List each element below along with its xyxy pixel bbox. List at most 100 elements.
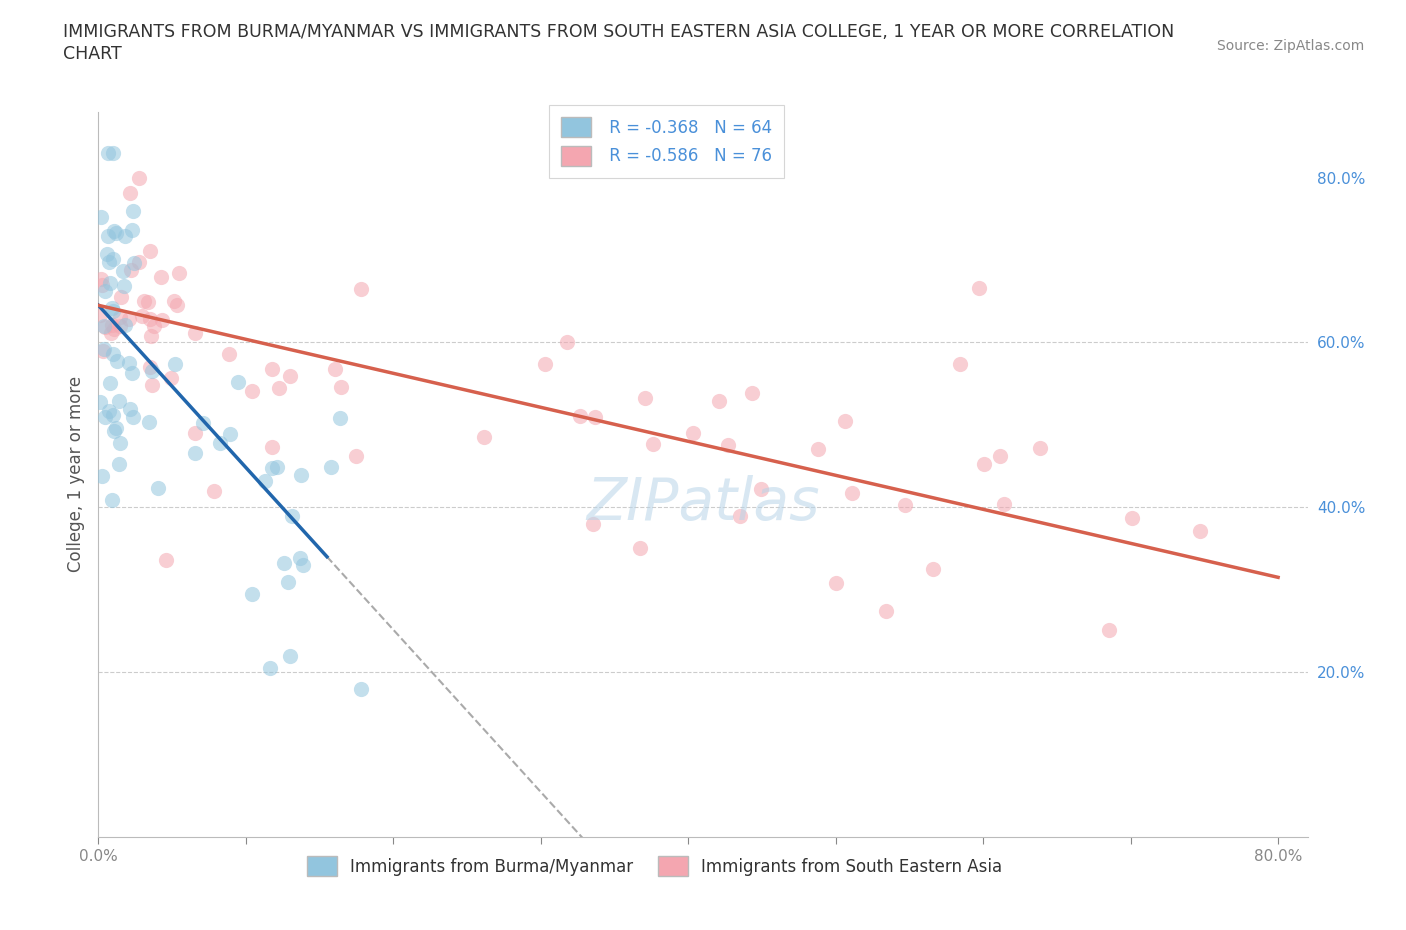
Point: [105, 354, 128, 369]
Point: [350, 681, 373, 696]
Point: [291, 558, 314, 573]
Point: [260, 361, 283, 376]
Point: [159, 371, 181, 386]
Point: [94, 409, 117, 424]
Point: [163, 356, 186, 371]
Point: [329, 410, 352, 425]
Point: [330, 379, 353, 394]
Point: [91, 343, 114, 358]
Point: [728, 509, 751, 524]
Point: [118, 312, 141, 326]
Point: [132, 294, 155, 309]
Point: [834, 414, 856, 429]
Point: [325, 361, 347, 376]
Point: [155, 553, 177, 568]
Point: [118, 185, 141, 200]
Point: [555, 334, 578, 349]
Point: [97, 228, 120, 243]
Point: [141, 378, 163, 392]
Point: [163, 294, 186, 309]
Point: [103, 322, 125, 337]
Point: [121, 204, 143, 219]
Point: [1098, 622, 1121, 637]
Point: [260, 460, 283, 475]
Point: [90, 278, 112, 293]
Point: [100, 326, 122, 341]
Point: [110, 290, 132, 305]
Point: [104, 420, 127, 435]
Point: [643, 437, 665, 452]
Point: [346, 449, 368, 464]
Point: [101, 346, 124, 361]
Point: [149, 269, 172, 284]
Point: [107, 393, 129, 408]
Point: [90, 272, 112, 286]
Point: [121, 223, 143, 238]
Point: [108, 309, 131, 324]
Point: [1189, 524, 1212, 538]
Point: [128, 255, 150, 270]
Point: [107, 457, 129, 472]
Text: Source: ZipAtlas.com: Source: ZipAtlas.com: [1216, 39, 1364, 53]
Point: [749, 482, 772, 497]
Point: [209, 435, 232, 450]
Point: [96, 246, 118, 261]
Point: [118, 355, 141, 370]
Point: [350, 282, 373, 297]
Point: [138, 359, 160, 374]
Point: [534, 356, 557, 371]
Point: [114, 229, 136, 244]
Point: [108, 318, 131, 333]
Point: [993, 497, 1015, 512]
Point: [277, 575, 299, 590]
Point: [89, 308, 111, 323]
Point: [97, 145, 120, 160]
Point: [121, 366, 143, 381]
Point: [922, 562, 945, 577]
Point: [108, 435, 131, 450]
Point: [218, 346, 240, 361]
Point: [582, 516, 605, 531]
Legend: Immigrants from Burma/Myanmar, Immigrants from South Eastern Asia: Immigrants from Burma/Myanmar, Immigrant…: [299, 849, 1010, 884]
Point: [143, 319, 166, 334]
Point: [240, 383, 263, 398]
Point: [990, 448, 1012, 463]
Point: [98, 376, 121, 391]
Point: [875, 604, 897, 618]
Point: [141, 364, 163, 379]
Point: [103, 223, 125, 238]
Point: [262, 440, 284, 455]
Point: [253, 473, 276, 488]
Point: [682, 426, 704, 441]
Point: [290, 551, 312, 565]
Point: [266, 460, 288, 475]
Point: [807, 442, 830, 457]
Point: [101, 145, 124, 160]
Point: [150, 312, 173, 327]
Point: [122, 256, 145, 271]
Point: [93, 318, 115, 333]
Point: [120, 262, 142, 277]
Point: [1121, 511, 1143, 525]
Point: [139, 328, 162, 343]
Point: [219, 427, 242, 442]
Point: [973, 457, 995, 472]
Text: CHART: CHART: [63, 45, 122, 62]
Point: [568, 408, 591, 423]
Point: [184, 326, 207, 340]
Point: [259, 660, 281, 675]
Point: [269, 380, 291, 395]
Point: [893, 498, 915, 512]
Point: [89, 394, 111, 409]
Point: [94, 284, 117, 299]
Point: [139, 243, 162, 258]
Point: [741, 386, 763, 401]
Point: [112, 263, 135, 278]
Point: [90, 469, 112, 484]
Text: IMMIGRANTS FROM BURMA/MYANMAR VS IMMIGRANTS FROM SOUTH EASTERN ASIA COLLEGE, 1 Y: IMMIGRANTS FROM BURMA/MYANMAR VS IMMIGRA…: [63, 23, 1174, 41]
Point: [825, 576, 848, 591]
Point: [105, 225, 128, 240]
Point: [717, 437, 740, 452]
Point: [583, 409, 606, 424]
Point: [167, 265, 190, 280]
